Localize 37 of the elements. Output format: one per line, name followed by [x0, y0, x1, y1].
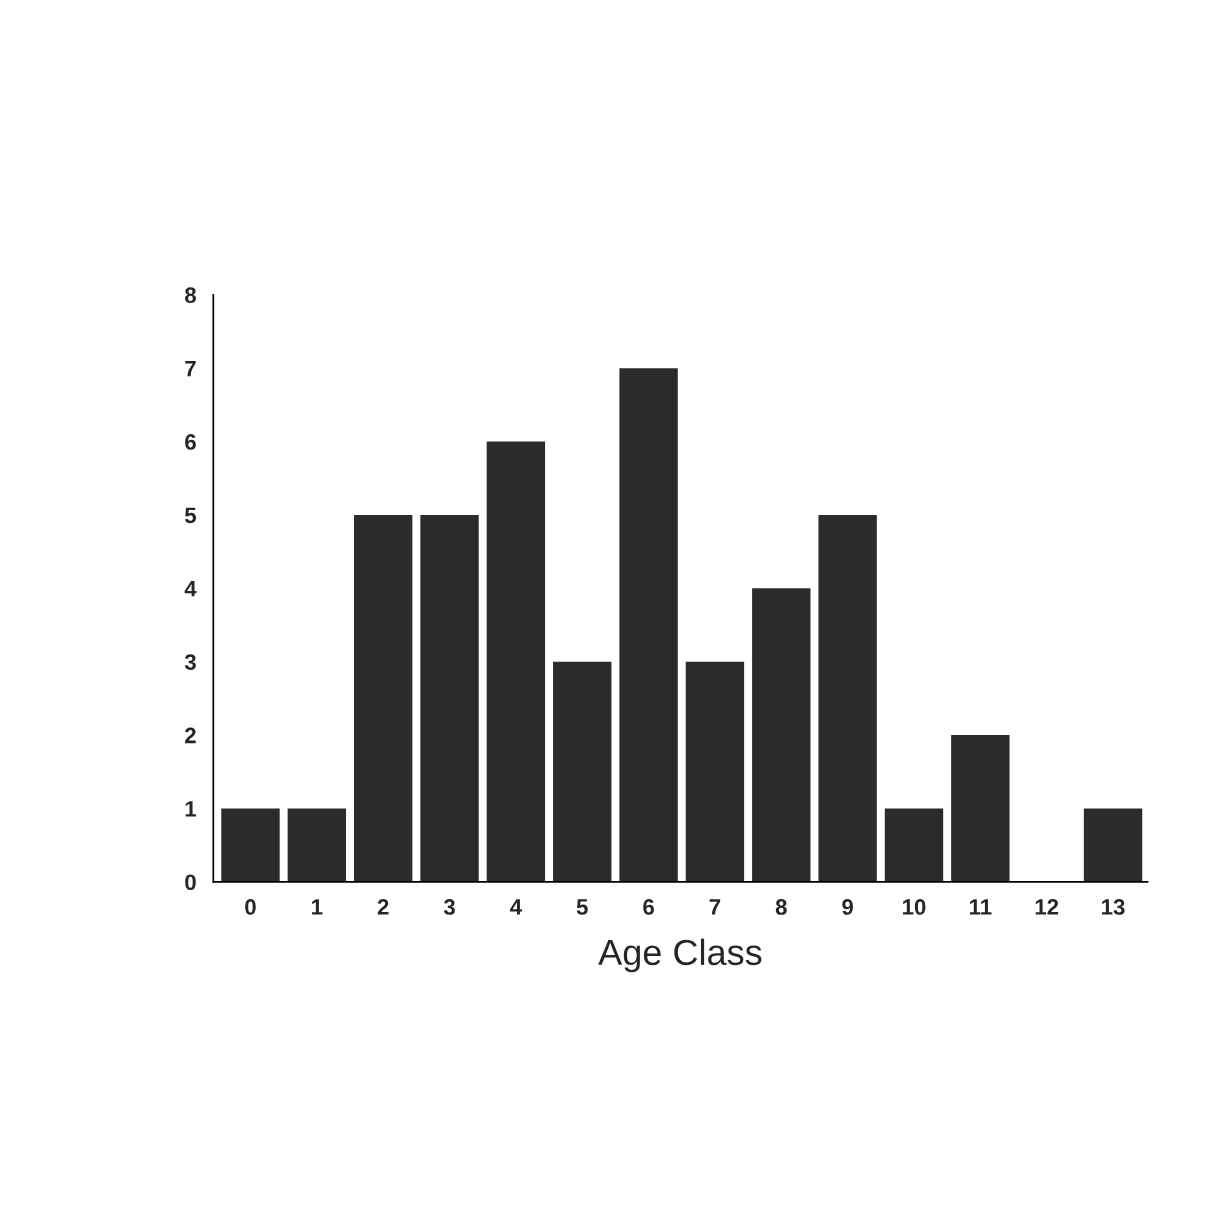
- y-tick-label: 0: [185, 874, 196, 891]
- x-tick-label: 0: [245, 899, 256, 915]
- bar: [1083, 808, 1143, 882]
- x-tick-label: 9: [842, 899, 853, 915]
- x-tick-label: 10: [903, 899, 926, 915]
- x-tick-label: 13: [1102, 899, 1125, 915]
- x-tick-label: 2: [377, 899, 389, 915]
- y-tick-label: 7: [185, 360, 196, 377]
- bar: [553, 661, 612, 882]
- y-tick-label: 4: [184, 581, 197, 597]
- y-tick-label: 5: [184, 507, 197, 524]
- y-tick-label: 6: [185, 434, 196, 450]
- bar: [619, 368, 678, 882]
- y-tick-label: 1: [185, 801, 197, 817]
- x-tick-label: 6: [643, 899, 654, 915]
- bar: [752, 588, 811, 882]
- x-tick-label: 8: [775, 899, 787, 915]
- bar: [221, 808, 280, 882]
- bar: [685, 661, 745, 882]
- x-tick-label: 12: [1035, 899, 1059, 915]
- x-tick-label: 4: [510, 899, 522, 915]
- bar: [818, 514, 877, 882]
- x-tick-label: 1: [312, 899, 323, 915]
- y-tick-label: 8: [185, 287, 196, 304]
- y-tick-label: 3: [184, 654, 196, 670]
- x-axis-title: Age Class: [598, 938, 762, 973]
- bar: [884, 808, 944, 882]
- bar: [287, 808, 347, 882]
- x-tick-label: 11: [969, 899, 992, 915]
- x-tick-label: 3: [443, 899, 455, 915]
- bar: [951, 735, 1010, 882]
- bar: [420, 514, 479, 882]
- x-tick-label: 7: [709, 899, 721, 915]
- bar: [486, 441, 546, 882]
- y-tick-label: 2: [185, 727, 196, 744]
- bar: [353, 514, 413, 882]
- x-tick-label: 5: [576, 899, 588, 915]
